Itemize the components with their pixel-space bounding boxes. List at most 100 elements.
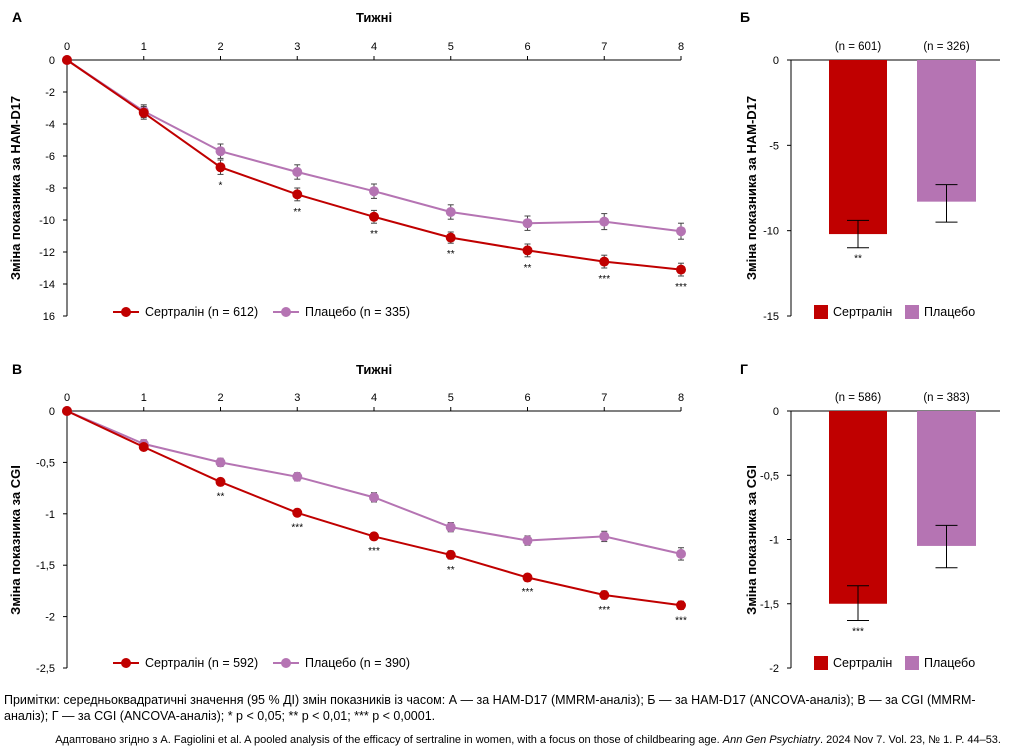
x-tick-label: 5 <box>448 41 454 53</box>
y-tick-label: 16 <box>43 311 55 323</box>
data-point <box>676 600 686 611</box>
significance-marker: ** <box>854 254 862 265</box>
data-point <box>522 245 533 256</box>
bar-n-label: (n = 326) <box>923 41 970 53</box>
data-point <box>215 162 226 173</box>
legend-label: Плацебо (n = 335) <box>305 305 410 319</box>
x-tick-label: 7 <box>601 392 607 404</box>
y-tick-label: -8 <box>45 183 55 195</box>
legend-label: Плацебо <box>924 305 975 319</box>
data-point <box>445 549 456 560</box>
y-axis-label: Зміна показника за CGI <box>8 465 23 615</box>
significance-marker: *** <box>598 605 610 616</box>
data-point <box>445 522 456 533</box>
data-point <box>292 189 303 200</box>
y-axis-label: Зміна показника за CGI <box>744 465 759 615</box>
data-point <box>599 216 610 227</box>
data-point <box>369 186 379 197</box>
x-tick-label: 1 <box>141 392 147 404</box>
data-point <box>522 572 533 583</box>
y-tick-label: -0,5 <box>760 470 779 482</box>
x-tick-label: 4 <box>371 392 377 404</box>
legend-label: Сертралін (n = 592) <box>145 656 258 670</box>
source-journal: Ann Gen Psychiatry <box>722 734 820 746</box>
significance-marker: *** <box>675 615 687 626</box>
significance-marker: ** <box>370 229 378 240</box>
data-point <box>676 226 686 237</box>
data-point <box>369 531 379 542</box>
source-details: . 2024 Nov 7. Vol. 23, № 1. P. 44–53. <box>819 734 1001 746</box>
panel-C <box>62 406 686 669</box>
data-point <box>599 256 610 267</box>
legend-marker <box>121 307 131 317</box>
x-tick-label: 6 <box>524 392 530 404</box>
significance-marker: ** <box>217 492 225 503</box>
legend-label: Плацебо <box>924 656 975 670</box>
bar <box>917 60 976 202</box>
x-tick-label: 2 <box>217 392 223 404</box>
panel-label: Б <box>740 9 750 25</box>
y-tick-label: 0 <box>49 55 55 67</box>
significance-marker: *** <box>368 546 380 557</box>
legend-label: Сертралін <box>833 305 892 319</box>
data-point <box>522 535 533 546</box>
significance-marker: *** <box>598 274 610 285</box>
y-tick-label: -1,5 <box>36 560 55 572</box>
data-point <box>445 232 456 243</box>
y-tick-label: -1,5 <box>760 599 779 611</box>
legend-label: Плацебо (n = 390) <box>305 656 410 670</box>
data-point <box>369 492 379 503</box>
significance-marker: *** <box>852 626 864 637</box>
bar-n-label: (n = 586) <box>835 392 882 404</box>
x-tick-label: 3 <box>294 392 300 404</box>
panel-label: В <box>12 361 22 377</box>
x-tick-label: 8 <box>678 41 684 53</box>
y-tick-label: -2,5 <box>36 663 55 675</box>
x-axis-title: Тижні <box>356 10 392 25</box>
bar-n-label: (n = 601) <box>835 41 882 53</box>
bar <box>917 411 976 546</box>
panel-A <box>62 55 686 317</box>
y-axis-label: Зміна показника за HAM-D17 <box>744 96 759 280</box>
y-tick-label: -0,5 <box>36 457 55 469</box>
legend-label: Сертралін <box>833 656 892 670</box>
y-tick-label: -4 <box>45 119 55 131</box>
panel-B <box>787 59 1000 319</box>
legend-swatch <box>814 305 828 319</box>
significance-marker: ** <box>447 249 455 260</box>
bar <box>829 411 887 604</box>
legend-swatch <box>905 305 919 319</box>
x-tick-label: 3 <box>294 41 300 53</box>
legend-marker <box>121 658 131 668</box>
y-tick-label: -10 <box>39 215 55 227</box>
legend-marker <box>281 307 291 317</box>
y-tick-label: -1 <box>769 535 779 547</box>
legend-swatch <box>814 656 828 670</box>
data-point <box>292 507 303 518</box>
series-line <box>66 59 682 233</box>
data-point <box>215 146 226 157</box>
y-axis-label: Зміна показника за HAM-D17 <box>8 96 23 280</box>
significance-marker: ** <box>447 565 455 576</box>
x-tick-label: 0 <box>64 41 70 53</box>
data-point <box>138 441 149 452</box>
panel-label: А <box>12 9 22 25</box>
y-tick-label: -14 <box>39 279 55 291</box>
y-tick-label: -5 <box>769 140 779 152</box>
data-point <box>138 107 149 118</box>
data-point <box>522 218 533 229</box>
y-tick-label: -2 <box>45 87 55 99</box>
y-tick-label: 0 <box>773 406 779 418</box>
data-point <box>369 211 379 222</box>
panel-D <box>787 410 1000 670</box>
series-line <box>66 410 682 607</box>
x-tick-label: 7 <box>601 41 607 53</box>
significance-marker: * <box>219 180 223 191</box>
y-tick-label: -2 <box>769 663 779 675</box>
x-tick-label: 1 <box>141 41 147 53</box>
significance-marker: *** <box>675 282 687 293</box>
x-tick-label: 4 <box>371 41 377 53</box>
data-point <box>599 590 610 601</box>
legend-marker <box>281 658 291 668</box>
